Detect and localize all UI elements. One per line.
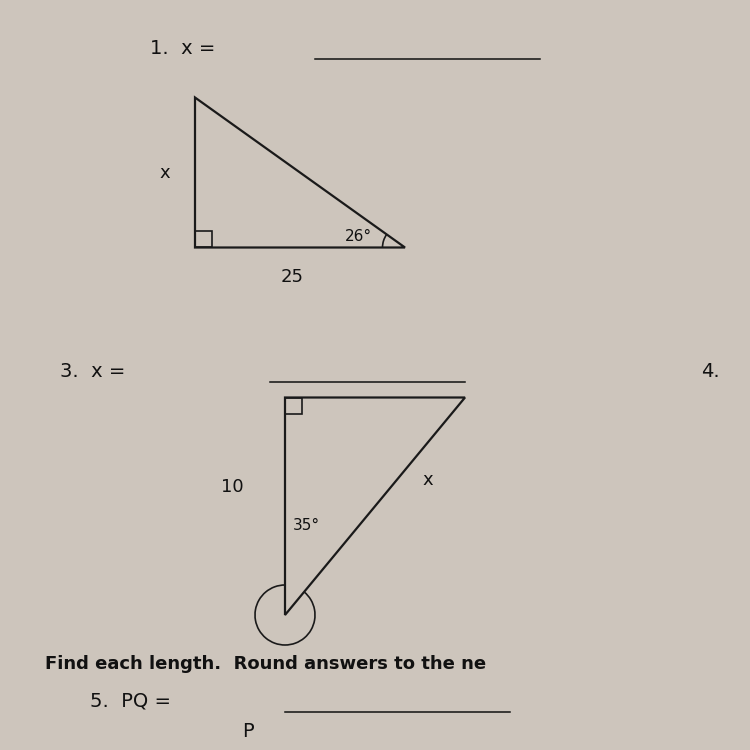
Text: 35°: 35°: [292, 518, 320, 532]
Text: 1.  x =: 1. x =: [150, 39, 222, 58]
Text: 5.  PQ =: 5. PQ =: [90, 692, 177, 711]
Text: 4.: 4.: [701, 362, 720, 381]
Text: 3.  x =: 3. x =: [60, 362, 132, 381]
Text: x: x: [422, 471, 433, 489]
Text: 25: 25: [281, 268, 304, 286]
Text: 10: 10: [221, 478, 244, 496]
Text: x: x: [160, 164, 170, 182]
Text: 26°: 26°: [345, 229, 372, 244]
Text: Find each length.  Round answers to the ne: Find each length. Round answers to the n…: [45, 655, 486, 673]
Text: P: P: [242, 722, 254, 741]
